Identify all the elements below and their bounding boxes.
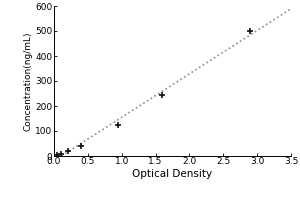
X-axis label: Optical Density: Optical Density — [132, 169, 213, 179]
Y-axis label: Concentration(ng/mL): Concentration(ng/mL) — [24, 31, 33, 131]
